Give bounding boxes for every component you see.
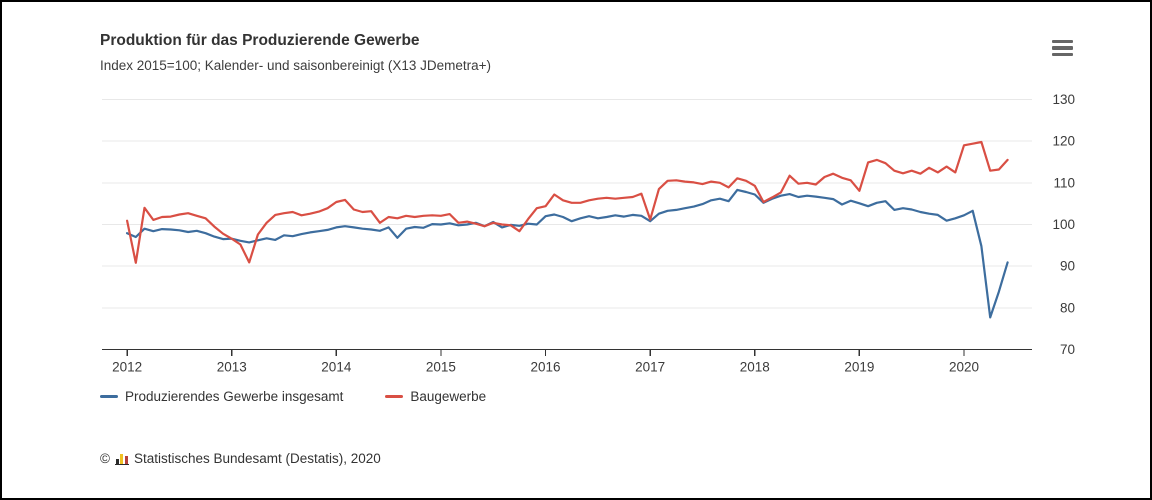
line-chart-plot-area: 2012 2013 2014 2015 2016 2017 2018 2019 2020 70 80… [2, 87, 1150, 382]
hamburger-bar [1052, 46, 1073, 50]
x-tick-label-2016: 2016 [531, 360, 561, 375]
x-tick-label-2018: 2018 [740, 360, 770, 375]
destatis-bar-chart-icon [114, 452, 129, 465]
x-tick-label-2013: 2013 [217, 360, 247, 375]
hamburger-bar [1052, 52, 1073, 56]
x-tick-label-2019: 2019 [844, 360, 874, 375]
legend-label: Baugewerbe [410, 389, 487, 404]
legend-item-baugewerbe[interactable]: Baugewerbe [385, 389, 486, 404]
x-tick-label-2017: 2017 [635, 360, 665, 375]
legend-marker-red-line [385, 395, 404, 398]
series-line-baugewerbe[interactable] [125, 140, 1009, 264]
chart-subtitle: Index 2015=100; Kalender- und saisonbere… [100, 58, 491, 73]
hamburger-menu-icon[interactable] [1052, 39, 1076, 57]
series-line-produzierendes-gewerbe[interactable] [125, 188, 1009, 319]
x-tick-label-2020: 2020 [949, 360, 979, 375]
legend-item-produzierendes-gewerbe[interactable]: Produzierendes Gewerbe insgesamt [100, 389, 343, 404]
chart-legend: Produzierendes Gewerbe insgesamt Baugewe… [100, 389, 486, 404]
source-text: Statistisches Bundesamt (Destatis), 2020 [133, 451, 381, 466]
x-tick-label-2015: 2015 [426, 360, 456, 375]
y-tick-label-120: 120 [1052, 134, 1075, 149]
y-tick-label-130: 130 [1052, 92, 1075, 107]
copyright-symbol: © [100, 451, 110, 466]
y-tick-label-100: 100 [1052, 217, 1075, 232]
y-tick-label-80: 80 [1060, 300, 1075, 315]
legend-label: Produzierendes Gewerbe insgesamt [125, 389, 344, 404]
y-tick-label-110: 110 [1053, 175, 1075, 190]
hamburger-bar [1052, 40, 1073, 44]
x-tick-label-2014: 2014 [321, 360, 352, 375]
y-tick-label-70: 70 [1060, 342, 1075, 357]
page-title: Produktion für das Produzierende Gewerbe [100, 32, 420, 49]
source-credit: © Statistisches Bundesamt (Destatis), 20… [100, 451, 381, 466]
legend-marker-blue-line [100, 395, 118, 398]
y-tick-label-90: 90 [1060, 259, 1075, 274]
x-tick-label-2012: 2012 [112, 360, 142, 375]
